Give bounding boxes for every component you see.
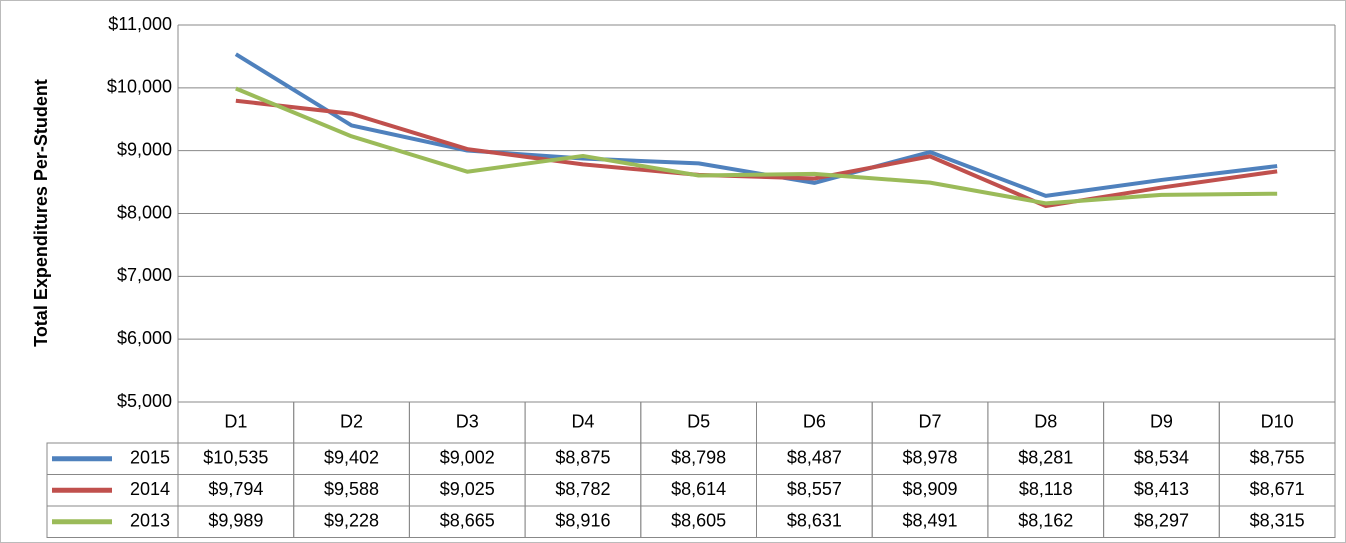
data-table-value: $9,402 bbox=[324, 448, 379, 468]
data-table-value: $8,798 bbox=[671, 448, 726, 468]
series-line bbox=[235, 86, 1278, 206]
data-table-value: $8,909 bbox=[903, 479, 958, 499]
data-table-value: $9,002 bbox=[440, 448, 495, 468]
data-table-value: $8,413 bbox=[1134, 479, 1189, 499]
data-table-value: $8,297 bbox=[1134, 511, 1189, 531]
series-line bbox=[235, 98, 1278, 209]
x-tick-label: D2 bbox=[340, 411, 363, 431]
legend-label: 2014 bbox=[130, 479, 170, 499]
x-tick-label: D8 bbox=[1034, 411, 1057, 431]
data-table-value: $8,162 bbox=[1018, 511, 1073, 531]
y-tick-label: $7,000 bbox=[117, 265, 172, 285]
x-tick-label: D7 bbox=[919, 411, 942, 431]
y-tick-label: $6,000 bbox=[117, 328, 172, 348]
data-table-value: $8,665 bbox=[440, 511, 495, 531]
data-table-value: $8,605 bbox=[671, 511, 726, 531]
data-table-value: $8,491 bbox=[903, 511, 958, 531]
data-table-value: $8,614 bbox=[671, 479, 726, 499]
y-tick-label: $11,000 bbox=[108, 14, 172, 34]
data-table-value: $10,535 bbox=[203, 448, 268, 468]
data-table-value: $8,631 bbox=[787, 511, 842, 531]
data-table-value: $9,228 bbox=[324, 511, 379, 531]
data-table-value: $8,281 bbox=[1018, 448, 1073, 468]
x-tick-label: D1 bbox=[224, 411, 247, 431]
legend-label: 2013 bbox=[130, 511, 170, 531]
x-tick-label: D10 bbox=[1261, 411, 1294, 431]
y-tick-label: $10,000 bbox=[107, 77, 172, 97]
data-table-value: $9,025 bbox=[440, 479, 495, 499]
data-table-value: $8,557 bbox=[787, 479, 842, 499]
data-table-value: $8,755 bbox=[1250, 448, 1305, 468]
x-tick-label: D5 bbox=[687, 411, 710, 431]
data-table-value: $8,487 bbox=[787, 448, 842, 468]
y-tick-label: $8,000 bbox=[117, 202, 172, 222]
x-tick-label: D4 bbox=[571, 411, 594, 431]
y-tick-label: $5,000 bbox=[117, 391, 172, 411]
data-table-value: $8,916 bbox=[555, 511, 610, 531]
data-table-value: $9,989 bbox=[208, 511, 263, 531]
legend-label: 2015 bbox=[130, 448, 170, 468]
data-table-value: $8,978 bbox=[903, 448, 958, 468]
y-axis-label: Total Expenditures Per-Student bbox=[31, 79, 51, 347]
data-table-value: $9,794 bbox=[208, 479, 263, 499]
x-tick-label: D9 bbox=[1150, 411, 1173, 431]
data-table-value: $8,875 bbox=[555, 448, 610, 468]
data-table-value: $8,118 bbox=[1019, 479, 1073, 499]
data-table-value: $8,534 bbox=[1134, 448, 1189, 468]
table-cell bbox=[1218, 505, 1336, 538]
data-table-value: $9,588 bbox=[324, 479, 379, 499]
data-table-value: $8,671 bbox=[1250, 479, 1305, 499]
x-tick-label: D3 bbox=[456, 411, 479, 431]
x-tick-label: D6 bbox=[803, 411, 826, 431]
y-tick-label: $9,000 bbox=[117, 139, 172, 159]
data-table-value: $8,315 bbox=[1250, 511, 1305, 531]
data-table-value: $8,782 bbox=[555, 479, 610, 499]
